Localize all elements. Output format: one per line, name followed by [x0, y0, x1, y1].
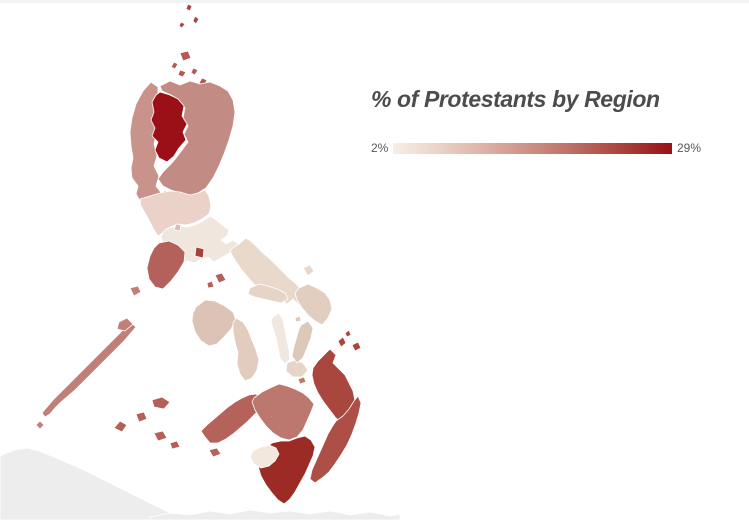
region-babuyan-islands[interactable]	[170, 50, 208, 87]
region-leyte[interactable]	[291, 315, 314, 364]
region-camiguin[interactable]	[297, 376, 307, 385]
region-sulu-islands[interactable]	[113, 396, 181, 450]
region-central-luzon[interactable]	[139, 189, 212, 237]
region-batanes[interactable]	[178, 3, 200, 29]
region-negros[interactable]	[232, 317, 260, 382]
legend-max-label: 29%	[677, 141, 702, 155]
region-catanduanes[interactable]	[302, 264, 315, 277]
region-samar[interactable]	[294, 283, 333, 326]
page-title: % of Protestants by Region	[371, 86, 660, 112]
region-ncr[interactable]	[173, 223, 182, 232]
region-palawan[interactable]	[35, 285, 142, 430]
region-panay[interactable]	[191, 299, 237, 347]
region-romblon[interactable]	[206, 272, 227, 289]
region-cebu[interactable]	[270, 312, 291, 365]
neighbor-landmass	[0, 447, 401, 520]
region-northern-mindanao[interactable]	[251, 383, 315, 441]
region-cordillera[interactable]	[150, 91, 188, 163]
legend-gradient-bar[interactable]	[393, 143, 672, 154]
top-edge-strip	[0, 0, 749, 3]
region-bangsamoro[interactable]	[249, 444, 280, 469]
legend-min-label: 2%	[371, 141, 389, 155]
region-bicol[interactable]	[229, 237, 313, 310]
region-mindoro[interactable]	[146, 240, 186, 290]
region-masbate[interactable]	[247, 283, 289, 304]
region-davao[interactable]	[309, 395, 362, 484]
color-legend: 2% 29%	[371, 139, 711, 159]
region-marinduque[interactable]	[194, 246, 205, 259]
